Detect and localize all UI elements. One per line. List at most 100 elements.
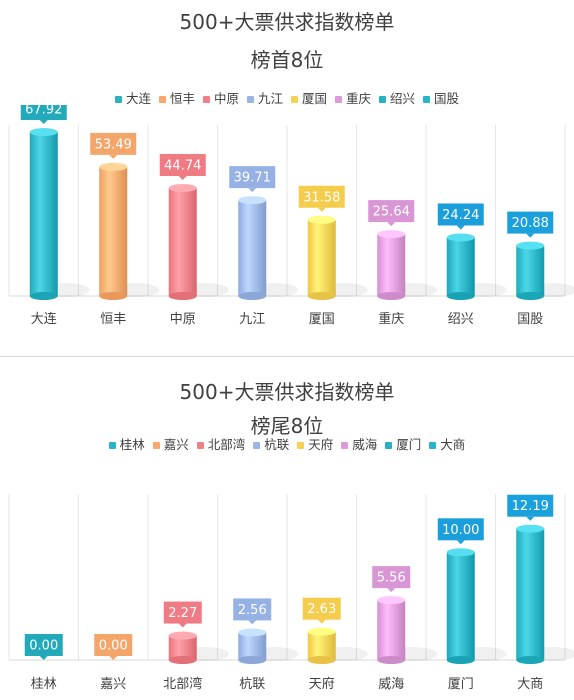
x-tick-label: 厦国 (309, 312, 335, 327)
x-tick-label: 国股 (517, 312, 543, 327)
data-label-box (20, 105, 67, 121)
bar-top (307, 215, 336, 224)
legend-swatch (108, 442, 116, 449)
x-tick-label: 九江 (239, 312, 265, 327)
data-label: 2.63 (307, 602, 336, 617)
bar-top (377, 596, 406, 605)
bar-bottom (307, 292, 336, 300)
data-label-pointer (109, 656, 118, 660)
legend-swatch (253, 442, 261, 449)
bar: 31.58 (298, 185, 368, 300)
bar-body (516, 245, 545, 296)
bar-bottom (238, 292, 267, 300)
legend-swatch (423, 96, 431, 103)
legend-label: 威海 (352, 437, 378, 452)
legend-swatch (202, 96, 210, 103)
bar: 5.56 (372, 566, 438, 664)
legend-label: 国股 (434, 91, 460, 106)
legend-label: 中原 (213, 91, 239, 106)
legend-label: 杭联 (264, 437, 290, 452)
legend-item: 桂林 (108, 434, 145, 453)
bar: 25.64 (368, 200, 438, 300)
legend-swatch (196, 442, 204, 449)
chart1-title: 500+大票供求指数榜单 (179, 10, 395, 34)
bar-body (446, 237, 475, 296)
legend-label: 九江 (257, 91, 283, 106)
data-label-box (368, 200, 415, 223)
bar-body (307, 631, 336, 660)
x-tick-label: 中原 (170, 312, 196, 327)
chart2-legend: 桂林 嘉兴 北部湾 杭联 天府 威海 厦门 大商 (0, 434, 574, 453)
data-label: 2.56 (238, 603, 267, 618)
bar-top (446, 233, 475, 242)
data-label-pointer (39, 656, 48, 660)
data-label-box (372, 566, 411, 589)
bar-top (29, 128, 58, 137)
legend-item: 国股 (423, 88, 459, 107)
chart1-subtitle: 榜首8位 (250, 48, 324, 72)
data-label-pointer (456, 225, 465, 230)
legend-label: 绍兴 (390, 91, 416, 106)
data-label: 5.56 (377, 571, 406, 586)
data-label-pointer (248, 188, 257, 193)
legend-label: 厦国 (302, 91, 328, 106)
legend-label: 桂林 (119, 437, 145, 452)
data-label-pointer (387, 222, 396, 227)
legend-item: 绍兴 (379, 88, 415, 107)
data-label-box (233, 598, 272, 621)
bar-bottom (238, 656, 267, 664)
bar: 24.24 (437, 203, 507, 300)
data-label: 24.24 (442, 208, 479, 223)
bar-bottom (446, 292, 475, 300)
bar-bottom (516, 656, 545, 664)
legend-label: 天府 (308, 437, 334, 452)
data-label-pointer (526, 233, 535, 238)
legend-label: 厦门 (396, 437, 422, 452)
data-label: 20.88 (512, 216, 549, 231)
legend-item: 厦国 (291, 88, 327, 107)
bar-bottom (377, 292, 406, 300)
data-label: 2.27 (168, 606, 197, 621)
bar-bottom (307, 656, 336, 664)
chart2-title: 500+大票供求指数榜单 (179, 380, 395, 404)
bar-body (307, 219, 336, 296)
x-tick-label: 天府 (309, 677, 335, 692)
data-label-box (302, 597, 341, 620)
bar-body (377, 600, 406, 660)
bar-bottom (446, 656, 475, 664)
bar-top (238, 628, 267, 637)
bar: 44.74 (159, 153, 229, 300)
x-tick-label: 桂林 (31, 677, 57, 692)
bar: 10.00 (437, 518, 507, 664)
bar-body (446, 552, 475, 660)
bar-body (377, 234, 406, 296)
bar-bottom (516, 292, 545, 300)
legend-swatch (379, 96, 387, 103)
legend-label: 大商 (440, 437, 466, 452)
bar: 53.49 (90, 132, 160, 300)
bar: 0.00 (24, 634, 63, 660)
legend-item: 威海 (341, 434, 377, 453)
x-tick-label: 大商 (517, 677, 543, 692)
bar-top (168, 183, 197, 192)
chart-divider (0, 356, 574, 357)
x-tick-label: 威海 (378, 677, 404, 692)
legend-label: 嘉兴 (163, 437, 189, 452)
legend-swatch (297, 442, 305, 449)
chart1-plot: 67.92 大连 53.49 恒丰 44.74 中原 39.71 九江 31.58 厦国 25.64… (8, 105, 574, 327)
data-label-pointer (317, 207, 326, 212)
x-tick-label: 绍兴 (448, 312, 474, 327)
bar-body (516, 528, 545, 660)
data-label-box (507, 211, 554, 234)
legend-item: 重庆 (335, 88, 371, 107)
bar-bottom (99, 292, 128, 300)
data-label-pointer (387, 588, 396, 593)
bar-body (168, 635, 197, 660)
legend-swatch (291, 96, 298, 103)
data-label-box (24, 634, 63, 656)
legend-swatch (158, 96, 166, 103)
data-label-box (90, 132, 137, 155)
bar: 2.56 (233, 598, 299, 664)
data-label: 39.71 (234, 171, 271, 186)
legend-item: 杭联 (253, 434, 289, 453)
